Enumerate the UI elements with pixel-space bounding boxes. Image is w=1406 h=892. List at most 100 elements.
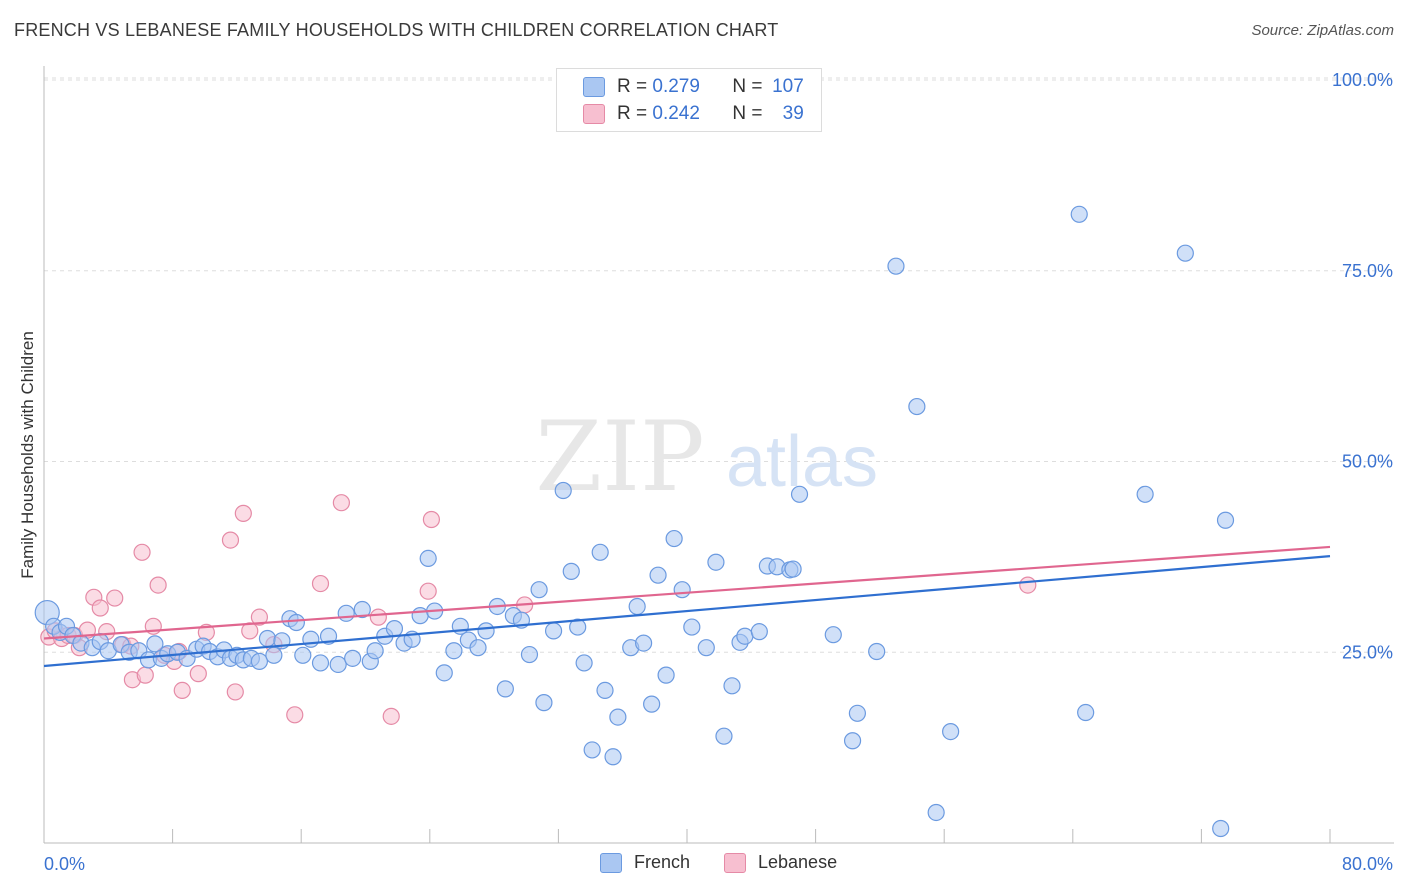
n-label: N =	[732, 76, 763, 97]
french-point	[287, 613, 305, 632]
french-trend-line	[43, 555, 1331, 668]
french-point	[535, 694, 553, 712]
legend-item-french[interactable]: French	[600, 852, 690, 873]
french-point	[419, 549, 437, 568]
lebanese-point	[106, 589, 124, 607]
french-point	[596, 681, 614, 700]
french-point	[784, 560, 802, 578]
french-point	[353, 600, 371, 619]
french-point	[628, 597, 646, 616]
french-point	[337, 604, 355, 622]
lebanese-point	[136, 666, 154, 684]
french-point	[665, 529, 683, 548]
french-points	[34, 205, 1235, 838]
legend-label-lebanese: Lebanese	[758, 852, 838, 872]
french-point	[411, 607, 429, 625]
lebanese-point	[226, 683, 244, 701]
lebanese-swatch	[724, 852, 746, 873]
watermark: ZIP atlas	[535, 401, 878, 513]
french-point	[554, 481, 572, 500]
lebanese-point	[311, 574, 330, 593]
chart-title: FRENCH VS LEBANESE FAMILY HOUSEHOLDS WIT…	[14, 20, 779, 40]
lebanese-point	[332, 494, 350, 512]
french-point	[927, 803, 945, 822]
french-point	[329, 655, 347, 674]
chart-source: Source: ZipAtlas.com	[1251, 22, 1394, 39]
r-label: R =	[617, 103, 648, 124]
french-point	[824, 626, 842, 644]
french-point	[520, 645, 539, 664]
french-point	[366, 642, 384, 660]
french-point	[634, 634, 653, 652]
french-point	[469, 639, 487, 657]
french-point	[657, 666, 675, 684]
lebanese-point	[234, 504, 252, 522]
french-swatch	[600, 852, 622, 873]
lebanese-point	[149, 576, 167, 594]
x-tick-label: 80.0%	[1342, 854, 1393, 874]
french-point	[609, 708, 627, 726]
french-point	[591, 543, 609, 561]
french-swatch	[583, 77, 605, 97]
french-point	[435, 664, 453, 682]
r-value: 0.279	[652, 76, 700, 97]
trend-lines	[43, 545, 1331, 668]
french-point	[530, 581, 548, 599]
french-point	[683, 618, 701, 636]
french-point	[643, 695, 661, 713]
y-tick-label: 25.0%	[1342, 642, 1393, 662]
legend-label-french: French	[634, 852, 691, 872]
lebanese-swatch	[583, 104, 605, 124]
lebanese-point	[189, 665, 207, 683]
french-point	[385, 619, 404, 638]
lebanese-point	[419, 582, 437, 600]
lebanese-point	[221, 531, 240, 549]
lebanese-point	[91, 599, 109, 617]
n-label: N =	[732, 103, 763, 124]
lebanese-point	[1019, 576, 1037, 594]
french-point	[790, 485, 809, 503]
lebanese-point	[382, 707, 400, 725]
tick-labels: 25.0% 50.0% 75.0% 100.0% 0.0% 80.0%	[44, 70, 1393, 874]
french-point	[1070, 205, 1088, 223]
french-point	[569, 618, 587, 636]
french-point	[843, 732, 862, 750]
french-point	[146, 635, 164, 653]
french-point	[736, 627, 754, 645]
french-point	[1077, 703, 1095, 722]
french-point	[250, 652, 269, 671]
french-point	[294, 646, 312, 664]
r-value: 0.242	[652, 103, 700, 124]
lebanese-point	[133, 543, 151, 561]
french-point	[311, 654, 330, 672]
french-point	[1212, 819, 1230, 838]
legend-row-french: R = 0.279 N = 107	[583, 75, 804, 99]
lebanese-point	[286, 706, 304, 724]
french-point	[868, 642, 886, 661]
french-point	[707, 553, 725, 571]
french-point	[673, 581, 691, 599]
french-point	[258, 629, 277, 648]
french-point	[496, 680, 514, 698]
french-point	[1136, 485, 1154, 503]
french-point	[344, 649, 362, 667]
lebanese-point	[173, 681, 191, 700]
correlation-legend: R = 0.279 N = 107 R = 0.242 N = 39	[556, 68, 822, 132]
french-point	[715, 727, 733, 745]
french-point	[445, 642, 463, 660]
y-tick-label: 50.0%	[1342, 452, 1393, 472]
french-point	[908, 397, 926, 416]
legend-item-lebanese[interactable]: Lebanese	[724, 852, 837, 873]
french-point	[1216, 511, 1235, 529]
y-tick-label: 100.0%	[1332, 70, 1393, 90]
french-point	[583, 741, 601, 759]
french-point	[604, 748, 622, 766]
french-point	[750, 623, 768, 641]
french-point	[649, 566, 667, 584]
r-label: R =	[617, 76, 648, 97]
french-point	[697, 639, 715, 657]
legend-row-lebanese: R = 0.242 N = 39	[583, 102, 804, 126]
y-tick-label: 75.0%	[1342, 261, 1393, 281]
n-value: 39	[782, 103, 804, 124]
